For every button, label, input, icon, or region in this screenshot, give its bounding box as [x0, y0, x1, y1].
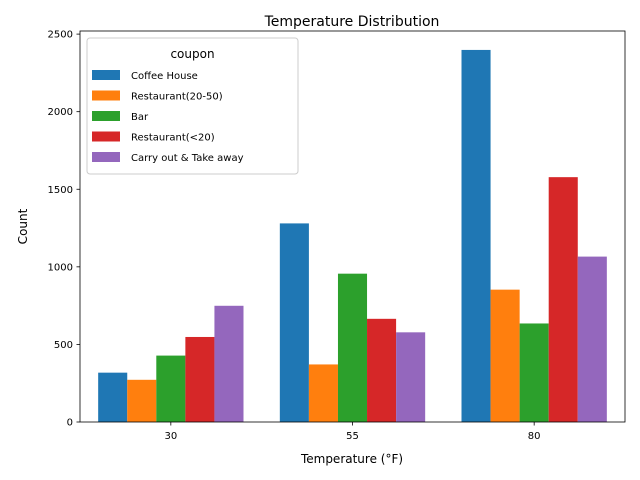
- bar: [367, 318, 397, 422]
- y-tick-label: 0: [67, 418, 73, 429]
- x-axis-ticks: 30 55 80: [164, 422, 541, 442]
- bar: [337, 273, 368, 422]
- y-tick-label: 2500: [48, 30, 73, 41]
- bar: [185, 336, 215, 422]
- legend-swatch: [92, 131, 120, 142]
- bar: [127, 379, 157, 422]
- bar: [214, 305, 244, 422]
- bar: [490, 289, 520, 422]
- bar: [308, 364, 338, 422]
- legend-label: Bar: [131, 112, 149, 123]
- legend-swatch: [92, 90, 120, 101]
- x-tick-label: 80: [528, 431, 541, 442]
- bar: [396, 332, 426, 422]
- legend-swatch: [92, 152, 120, 162]
- bar: [548, 177, 578, 422]
- y-axis-label: Count: [16, 208, 30, 244]
- y-tick-label: 500: [54, 340, 73, 351]
- bars-group: [98, 49, 607, 423]
- legend-label: Carry out & Take away: [131, 153, 244, 164]
- legend-title: coupon: [170, 47, 214, 61]
- legend-label: Restaurant(<20): [131, 133, 215, 144]
- legend-label: Coffee House: [131, 71, 198, 82]
- bar: [519, 323, 549, 422]
- y-axis-ticks: 0 500 1000 1500 2000 2500: [48, 30, 80, 429]
- legend-box: [86, 37, 299, 175]
- bar: [577, 256, 607, 422]
- y-tick-label: 1000: [48, 262, 73, 273]
- bar: [461, 49, 491, 423]
- y-tick-label: 2000: [48, 107, 73, 118]
- legend-items: Coffee House Restaurant(20-50) Bar Restaura…: [92, 70, 244, 164]
- bar: [98, 372, 128, 422]
- legend-swatch: [92, 70, 120, 80]
- legend-label: Restaurant(20-50): [131, 92, 223, 103]
- x-tick-label: 55: [346, 431, 359, 442]
- x-axis-label: Temperature (°F): [300, 452, 403, 466]
- chart-title: Temperature Distribution: [264, 14, 440, 30]
- plot-frame: [79, 30, 626, 423]
- legend: coupon Coffee House Restaurant(20-50) Bar R…: [86, 37, 299, 175]
- y-tick-label: 1500: [48, 185, 73, 196]
- bar: [279, 223, 309, 422]
- x-tick-label: 30: [164, 431, 177, 442]
- bar: [156, 355, 186, 422]
- legend-swatch: [92, 111, 120, 121]
